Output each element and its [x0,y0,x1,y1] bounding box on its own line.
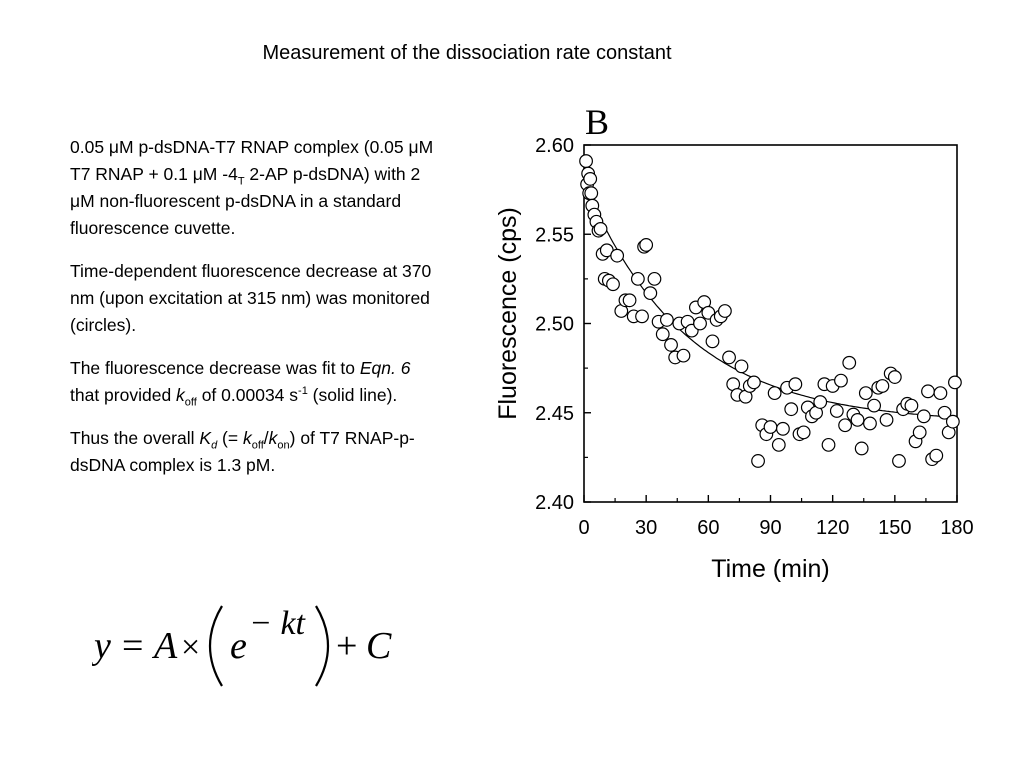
y-tick-label: 2.55 [535,224,574,246]
data-point [892,454,906,468]
y-tick-label: 2.40 [535,492,574,514]
formula-C: C [366,625,392,667]
data-point [850,412,865,427]
formula-left-paren [208,605,223,687]
data-point [945,414,960,429]
data-point [858,386,873,401]
formula-e: e [230,625,247,667]
data-point [693,316,707,331]
x-tick-label: 0 [578,517,589,539]
formula-times: × [181,629,200,666]
data-point [813,395,828,409]
description-paragraph-1: 0.05 μM p-dsDNA-T7 RNAP complex (0.05 μM… [70,137,434,238]
data-point [659,313,674,327]
x-tick-label: 90 [759,517,781,539]
data-point [610,248,625,263]
data-point [875,379,890,393]
data-point [593,221,608,236]
data-point [838,418,852,433]
data-point [655,327,670,342]
data-point [776,421,790,436]
data-point [867,398,882,413]
data-point [579,154,593,168]
data-point [676,348,691,363]
description-text: 0.05 μM p-dsDNA-T7 RNAP complex (0.05 μM… [70,134,442,495]
x-tick-label: 60 [697,517,719,539]
formula-right-paren [315,605,330,687]
plot-frame [583,144,958,503]
data-point [834,373,848,388]
description-paragraph-4: Thus the overall Kd (= koff/kon) of T7 R… [70,428,415,475]
data-point [584,186,599,201]
data-point [887,370,902,384]
data-point [937,405,952,420]
data-point [784,402,799,417]
data-point [763,420,778,434]
fit-curve [583,182,958,418]
formula-A: A [151,625,178,667]
data-point [718,304,732,318]
x-tick-label: 120 [816,517,849,539]
data-point [664,338,678,352]
data-point [916,409,931,424]
panel-label: B [585,102,609,142]
formula-y: y [92,625,111,667]
data-point [921,384,935,399]
formula-plus: + [336,625,357,667]
data-point [842,355,857,370]
y-tick-label: 2.50 [535,314,574,336]
data-point [948,375,962,390]
description-paragraph-2: Time-dependent fluorescence decrease at … [70,261,432,335]
data-point [734,359,749,374]
x-tick-label: 30 [635,517,657,539]
data-point [747,375,761,390]
data-point [722,350,736,365]
slide-title: Measurement of the dissociation rate con… [262,42,672,64]
y-tick-label: 2.45 [535,403,574,425]
description-paragraph-3: The fluorescence decrease was fit to Eqn… [70,358,411,409]
data-point [829,404,844,418]
data-point [821,437,836,452]
data-point [635,309,649,324]
data-point [751,454,765,468]
data-point [622,293,637,308]
data-point [767,386,782,401]
data-point [606,277,620,292]
data-point [705,334,720,349]
data-point [643,286,658,301]
formula-equals: = [122,625,143,667]
x-tick-label: 180 [940,517,973,539]
data-point [863,416,877,431]
data-point [912,425,927,440]
data-point [771,437,786,452]
data-point [788,377,803,392]
data-point [854,441,869,456]
rate-equation: y = A × e − kt + C [90,600,402,692]
data-point [583,172,598,186]
data-point [933,386,948,401]
formula-exponent: − kt [249,605,307,642]
data-point [630,271,645,286]
data-point [647,271,662,286]
x-axis-label: Time (min) [711,555,830,583]
data-point [879,412,894,427]
data-point [929,448,944,463]
data-point [639,238,654,252]
y-tick-label: 2.60 [535,135,574,157]
x-tick-label: 150 [878,517,911,539]
data-point [796,425,811,440]
data-point [904,398,919,413]
y-axis-label: Fluorescence (cps) [494,207,522,420]
